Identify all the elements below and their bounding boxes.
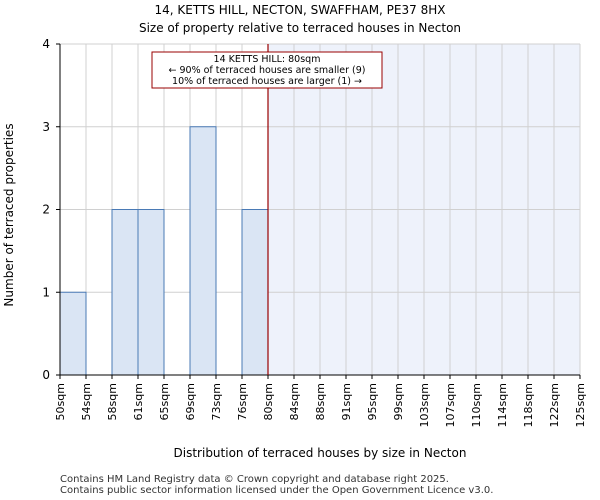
- x-tick-label: 103sqm: [418, 383, 431, 427]
- x-tick-label: 107sqm: [444, 383, 457, 427]
- y-tick-label: 1: [42, 285, 50, 299]
- y-tick-label: 2: [42, 203, 50, 217]
- bar: [111, 209, 139, 376]
- chart-subtitle: Size of property relative to terraced ho…: [139, 21, 461, 35]
- annotation-line: 10% of terraced houses are larger (1) →: [172, 76, 362, 87]
- x-axis-label: Distribution of terraced houses by size …: [174, 446, 467, 460]
- y-tick-label: 3: [42, 120, 50, 134]
- x-tick-label: 125sqm: [574, 383, 587, 427]
- y-tick-label: 0: [42, 368, 50, 382]
- bar: [189, 126, 217, 376]
- x-tick-label: 122sqm: [548, 383, 561, 427]
- x-tick-label: 69sqm: [184, 383, 197, 420]
- y-axis-label: Number of terraced properties: [2, 123, 16, 306]
- x-tick-label: 84sqm: [288, 383, 301, 420]
- x-tick-label: 80sqm: [262, 383, 275, 420]
- y-tick-label: 4: [42, 37, 50, 51]
- x-tick-label: 61sqm: [132, 383, 145, 420]
- x-tick-label: 76sqm: [236, 383, 249, 420]
- x-tick-label: 54sqm: [80, 383, 93, 420]
- x-tick-label: 114sqm: [496, 383, 509, 427]
- bar: [137, 209, 165, 376]
- x-tick-label: 118sqm: [522, 383, 535, 427]
- marker-annotation: 14 KETTS HILL: 80sqm← 90% of terraced ho…: [151, 51, 383, 89]
- x-tick-label: 58sqm: [106, 383, 119, 420]
- chart-title: 14, KETTS HILL, NECTON, SWAFFHAM, PE37 8…: [155, 3, 446, 17]
- x-tick-label: 73sqm: [210, 383, 223, 420]
- annotation-line: ← 90% of terraced houses are smaller (9): [169, 65, 366, 76]
- bar: [241, 209, 269, 376]
- footer-line-1: Contains HM Land Registry data © Crown c…: [60, 474, 449, 485]
- bar: [59, 291, 87, 376]
- x-tick-label: 88sqm: [314, 383, 327, 420]
- annotation-box: [151, 51, 383, 89]
- x-tick-label: 99sqm: [392, 383, 405, 420]
- bar-chart: 14, KETTS HILL, NECTON, SWAFFHAM, PE37 8…: [2, 3, 587, 460]
- plot-area: 0 1 2 3 4 50sqm 54sqm 58sqm 61sqm 65sqm 69sqm 73sqm…: [42, 37, 587, 427]
- x-tick-label: 110sqm: [470, 383, 483, 427]
- x-tick-label: 50sqm: [54, 383, 67, 420]
- annotation-line: 14 KETTS HILL: 80sqm: [214, 54, 321, 65]
- footer-line-2: Contains public sector information licen…: [60, 485, 494, 496]
- x-tick-label: 91sqm: [340, 383, 353, 420]
- x-tick-label: 65sqm: [158, 383, 171, 420]
- x-tick-label: 95sqm: [366, 383, 379, 420]
